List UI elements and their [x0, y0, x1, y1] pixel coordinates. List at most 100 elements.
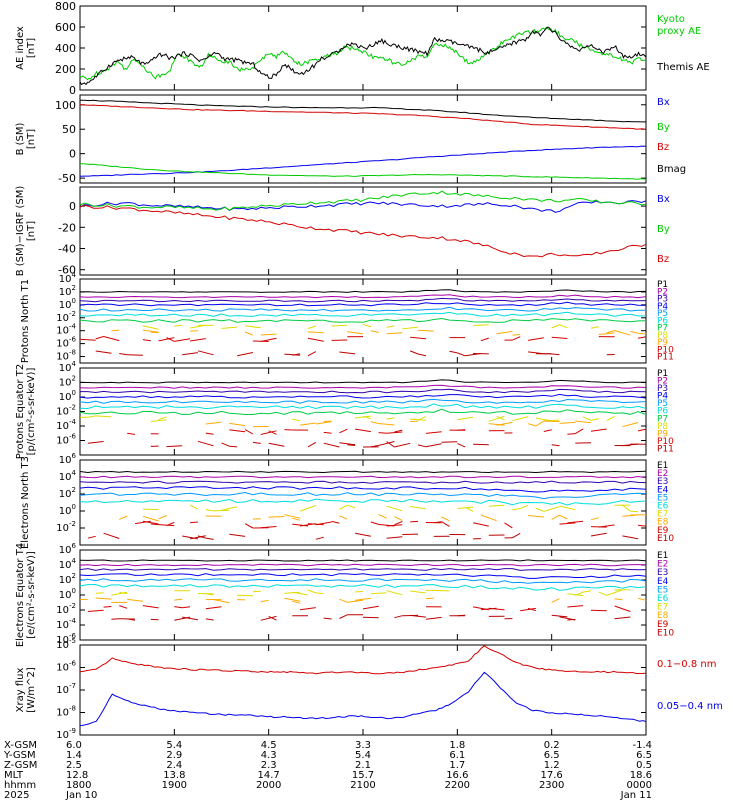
legend-p11: P11 [657, 444, 674, 454]
channel-fragment [119, 516, 127, 519]
channel-fragment [387, 326, 395, 327]
channel-fragment [520, 505, 528, 508]
y-tick-label: 10-2 [56, 404, 76, 418]
channel-fragment [88, 416, 96, 417]
channel-fragment [339, 443, 355, 445]
channel-fragment [387, 591, 403, 595]
channel-line [80, 290, 646, 293]
channel-fragment [615, 606, 631, 612]
channel-line [80, 471, 646, 472]
y-tick-label: 104 [59, 469, 77, 483]
panel-frame [80, 6, 646, 90]
channel-fragment [308, 442, 316, 447]
channel-fragment [245, 332, 253, 335]
channel-fragment [167, 446, 183, 447]
x-col-value: Jan 10 [65, 790, 97, 800]
y-tick-label: -40 [58, 242, 76, 255]
channel-fragment [96, 598, 112, 599]
y-tick-label: 10-8 [56, 705, 76, 719]
channel-line [80, 307, 646, 311]
y-tick-label: 0 [69, 148, 76, 161]
y-tick-label: 200 [55, 63, 76, 76]
y-tick-label: 106 [59, 542, 77, 556]
channel-line [80, 579, 646, 584]
series-line [80, 205, 646, 257]
channel-fragment [426, 444, 442, 447]
channel-fragment [371, 593, 387, 594]
channel-fragment [308, 332, 324, 333]
channel-fragment [442, 442, 458, 443]
channel-fragment [127, 355, 143, 356]
channel-fragment [591, 419, 599, 421]
channel-fragment [387, 333, 403, 334]
channel-fragment [237, 353, 253, 356]
y-tick-label: 10-6 [56, 660, 76, 674]
channel-line [80, 312, 646, 316]
channel-fragment [583, 417, 591, 421]
channel-fragment [261, 334, 277, 335]
channel-fragment [607, 590, 623, 596]
channel-fragment [214, 510, 230, 511]
channel-line [80, 585, 646, 591]
channel-fragment [410, 337, 426, 338]
channel-fragment [473, 325, 489, 326]
channel-line [80, 476, 646, 478]
channel-fragment [229, 446, 237, 447]
channel-fragment [269, 443, 285, 446]
channel-fragment [560, 523, 576, 524]
x-col-value: 2300 [539, 780, 564, 791]
channel-fragment [339, 352, 355, 354]
y-axis-label: Protons Equator T2 [15, 364, 26, 460]
channel-fragment [143, 606, 159, 608]
y-tick-label: 10-6 [56, 336, 76, 350]
channel-fragment [379, 424, 395, 425]
y-axis-label: AE index [15, 26, 26, 70]
channel-fragment [575, 421, 591, 423]
channel-fragment [615, 331, 631, 336]
channel-line [80, 298, 646, 301]
channel-fragment [339, 599, 347, 602]
series-line [80, 100, 646, 122]
channel-fragment [143, 326, 159, 330]
channel-fragment [182, 607, 190, 608]
y-tick-label: 104 [59, 360, 77, 374]
channel-fragment [599, 333, 615, 335]
channel-line [80, 389, 646, 393]
channel-fragment [591, 518, 599, 520]
channel-fragment [591, 327, 599, 329]
channel-fragment [88, 442, 104, 444]
channel-fragment [316, 537, 324, 539]
channel-fragment [119, 606, 127, 609]
channel-fragment [607, 417, 615, 421]
channel-fragment [567, 434, 575, 435]
channel-fragment [206, 422, 222, 424]
x-row-label: 2025 [4, 790, 29, 800]
channel-fragment [481, 515, 497, 521]
channel-fragment [332, 325, 348, 326]
channel-fragment [442, 517, 450, 521]
channel-fragment [560, 515, 568, 519]
channel-fragment [300, 608, 316, 610]
channel-fragment [450, 351, 458, 353]
channel-fragment [552, 515, 560, 519]
y-tick-label: 10-9 [56, 727, 76, 741]
series-line [80, 105, 646, 129]
channel-fragment [622, 505, 630, 511]
channel-fragment [591, 429, 607, 431]
channel-fragment [410, 615, 426, 617]
legend-p11: P11 [657, 353, 674, 363]
y-axis-label: [p/(cm²-s-sr-keV)] [26, 368, 37, 456]
channel-fragment [638, 429, 646, 431]
channel-fragment [575, 429, 583, 434]
channel-fragment [206, 607, 222, 609]
x-col-value: 1900 [162, 780, 187, 791]
channel-line [80, 499, 646, 505]
channel-fragment [308, 352, 316, 356]
channel-fragment [418, 330, 434, 331]
channel-fragment [88, 610, 104, 611]
channel-fragment [143, 509, 159, 510]
channel-fragment [567, 606, 583, 607]
channel-fragment [426, 432, 442, 434]
channel-fragment [528, 516, 544, 518]
legend-bx: Bx [657, 97, 670, 108]
